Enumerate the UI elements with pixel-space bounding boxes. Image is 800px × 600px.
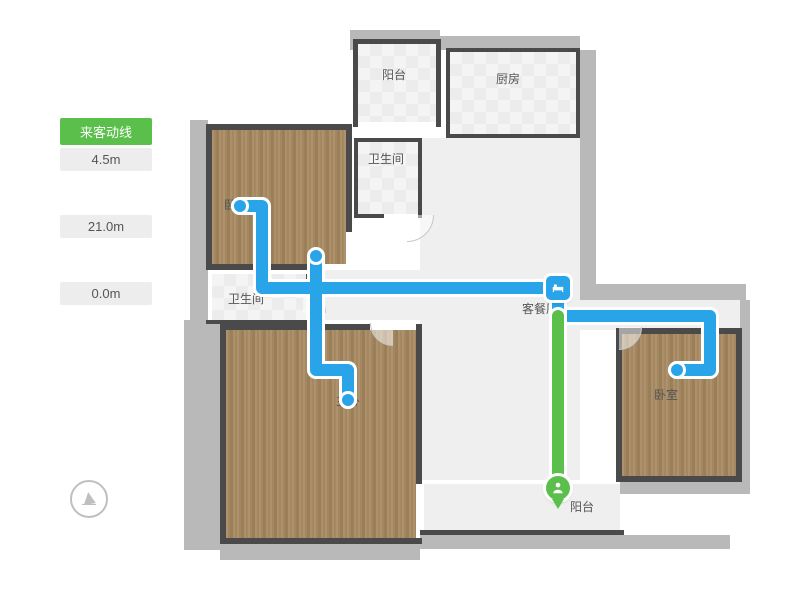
floor-plan: 阳台 厨房 客餐厅 卫生间 卧室 卫生间	[190, 30, 750, 560]
legend: 来客动线 4.5m 居住动线 21.0m 家务动线 0.0m	[60, 118, 152, 319]
legend-item-guest: 来客动线 4.5m	[60, 118, 152, 171]
compass-icon	[70, 480, 108, 518]
guest-start-icon	[546, 476, 570, 500]
resident-endpoint	[310, 250, 322, 262]
legend-value-resident: 21.0m	[60, 215, 152, 238]
canvas: 来客动线 4.5m 居住动线 21.0m 家务动线 0.0m 阳台	[0, 0, 800, 600]
legend-value-guest: 4.5m	[60, 148, 152, 171]
resident-endpoint	[671, 364, 683, 376]
legend-value-chores: 0.0m	[60, 282, 152, 305]
legend-item-resident: 居住动线 21.0m	[60, 185, 152, 238]
legend-item-chores: 家务动线 0.0m	[60, 252, 152, 305]
resident-endpoint	[342, 394, 354, 406]
legend-label-guest: 来客动线	[60, 118, 152, 145]
guest-start-pin	[552, 499, 564, 509]
legend-label-chores: 家务动线	[60, 252, 152, 279]
resident-hub-icon	[546, 276, 570, 300]
resident-endpoint	[234, 200, 246, 212]
legend-label-resident: 居住动线	[60, 185, 152, 212]
paths-svg	[190, 30, 750, 560]
